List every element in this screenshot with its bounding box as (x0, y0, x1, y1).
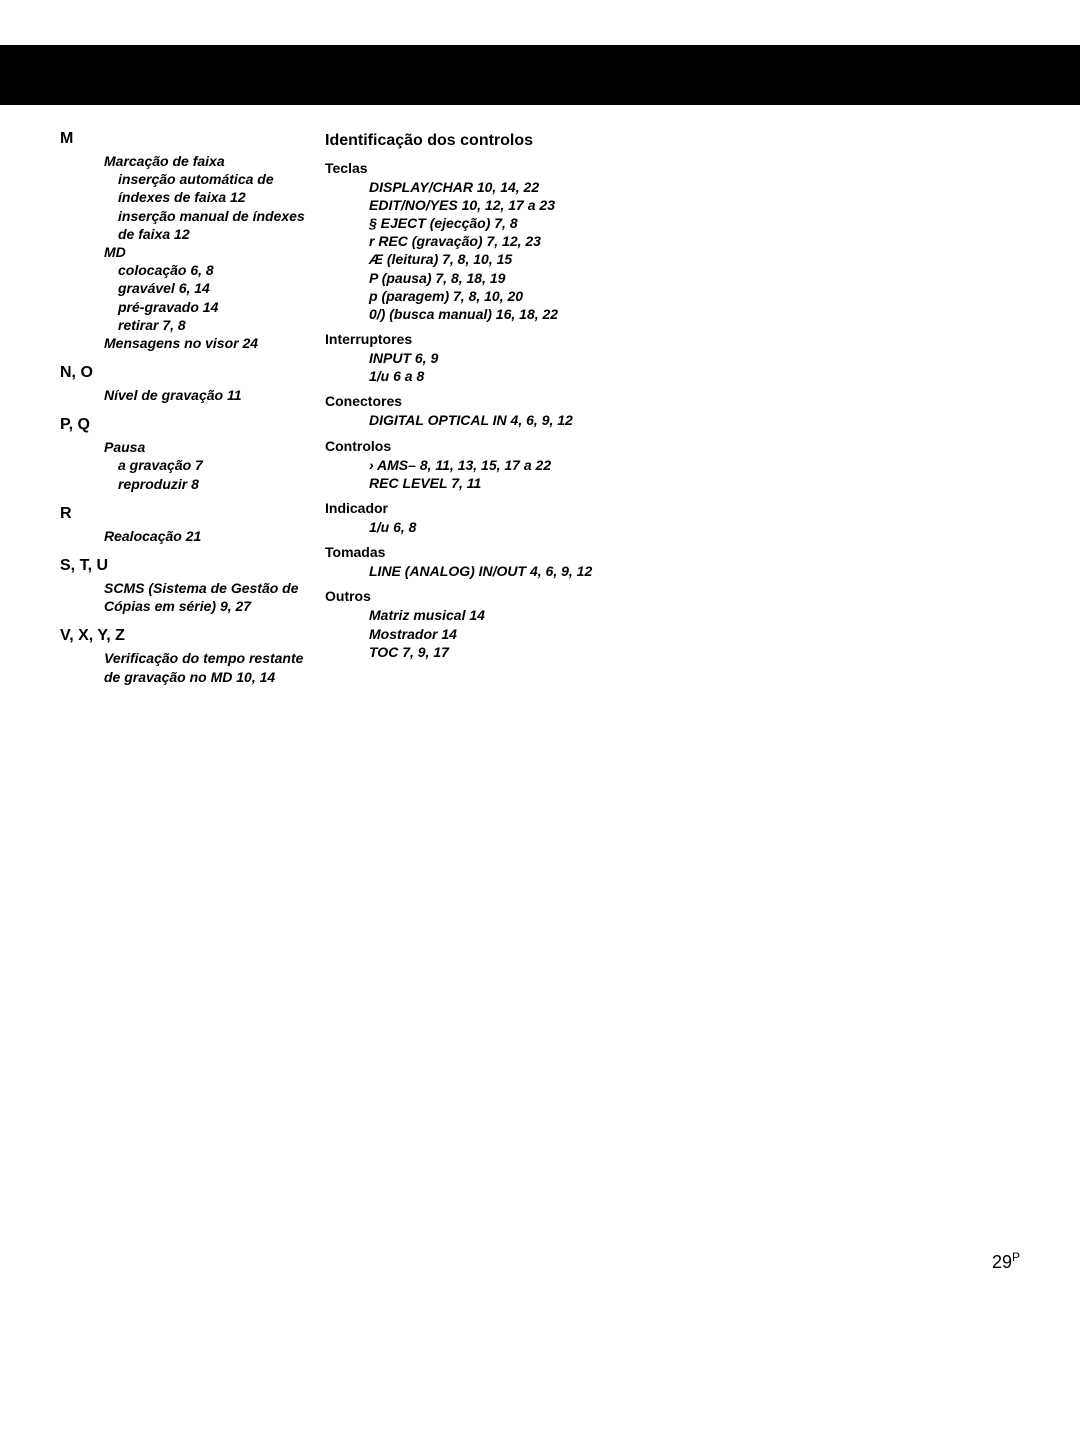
index-content: M Marcação de faixainserção automática de… (60, 130, 660, 686)
right-sub-heading: Outros (325, 588, 625, 604)
index-entry: p (paragem) 7, 8, 10, 20 (325, 287, 625, 305)
index-entry: TOC 7, 9, 17 (325, 643, 625, 661)
index-entry: LINE (ANALOG) IN/OUT 4, 6, 9, 12 (325, 562, 625, 580)
index-entry: 1/u 6 a 8 (325, 367, 625, 385)
index-subentry: a gravação 7 (60, 456, 320, 474)
index-subentry: reproduzir 8 (60, 475, 320, 493)
section-heading: M (60, 130, 320, 148)
index-entry: SCMS (Sistema de Gestão de Cópias em sér… (60, 579, 320, 615)
right-sub-heading: Teclas (325, 160, 625, 176)
index-subentry: pré-gravado 14 (60, 298, 320, 316)
section-heading: V, X, Y, Z (60, 627, 320, 645)
index-entry: 1/u 6, 8 (325, 518, 625, 536)
index-entry: › AMS– 8, 11, 13, 15, 17 a 22 (325, 456, 625, 474)
right-sub-heading: Controlos (325, 438, 625, 454)
index-entry: r REC (gravação) 7, 12, 23 (325, 232, 625, 250)
section-heading: R (60, 505, 320, 523)
index-entry: REC LEVEL 7, 11 (325, 474, 625, 492)
index-entry: § EJECT (ejecção) 7, 8 (325, 214, 625, 232)
index-entry: Mostrador 14 (325, 625, 625, 643)
right-sub-heading: Conectores (325, 393, 625, 409)
index-entry: Mensagens no visor 24 (60, 334, 320, 352)
page-number: 29P (992, 1250, 1020, 1273)
index-entry: Marcação de faixa (60, 152, 320, 170)
left-column: M Marcação de faixainserção automática de… (60, 130, 325, 686)
section-heading: S, T, U (60, 557, 320, 575)
index-entry: Æ (leitura) 7, 8, 10, 15 (325, 250, 625, 268)
index-entry: Verificação do tempo restante de gravaçã… (60, 649, 320, 685)
index-subentry: inserção automática de índexes de faixa … (60, 170, 320, 206)
index-subentry: inserção manual de índexes de faixa 12 (60, 207, 320, 243)
header-black-bar (0, 45, 1080, 105)
index-subentry: retirar 7, 8 (60, 316, 320, 334)
index-entry: MD (60, 243, 320, 261)
index-entry: Pausa (60, 438, 320, 456)
right-main-heading: Identificação dos controlos (325, 130, 625, 152)
right-sub-heading: Tomadas (325, 544, 625, 560)
index-entry: Realocação 21 (60, 527, 320, 545)
index-subentry: colocação 6, 8 (60, 261, 320, 279)
index-entry: EDIT/NO/YES 10, 12, 17 a 23 (325, 196, 625, 214)
section-heading: N, O (60, 364, 320, 382)
header-dot-icon (660, 58, 692, 90)
index-entry: 0/) (busca manual) 16, 18, 22 (325, 305, 625, 323)
right-sub-heading: Indicador (325, 500, 625, 516)
index-entry: DIGITAL OPTICAL IN 4, 6, 9, 12 (325, 411, 625, 429)
index-subentry: gravável 6, 14 (60, 279, 320, 297)
right-column: Identificação dos controlos Teclas DISPLAY… (325, 130, 625, 686)
index-entry: Nível de gravação 11 (60, 386, 320, 404)
right-sub-heading: Interruptores (325, 331, 625, 347)
section-heading: P, Q (60, 416, 320, 434)
index-entry: Matriz musical 14 (325, 606, 625, 624)
index-entry: DISPLAY/CHAR 10, 14, 22 (325, 178, 625, 196)
index-entry: P (pausa) 7, 8, 18, 19 (325, 269, 625, 287)
index-entry: INPUT 6, 9 (325, 349, 625, 367)
